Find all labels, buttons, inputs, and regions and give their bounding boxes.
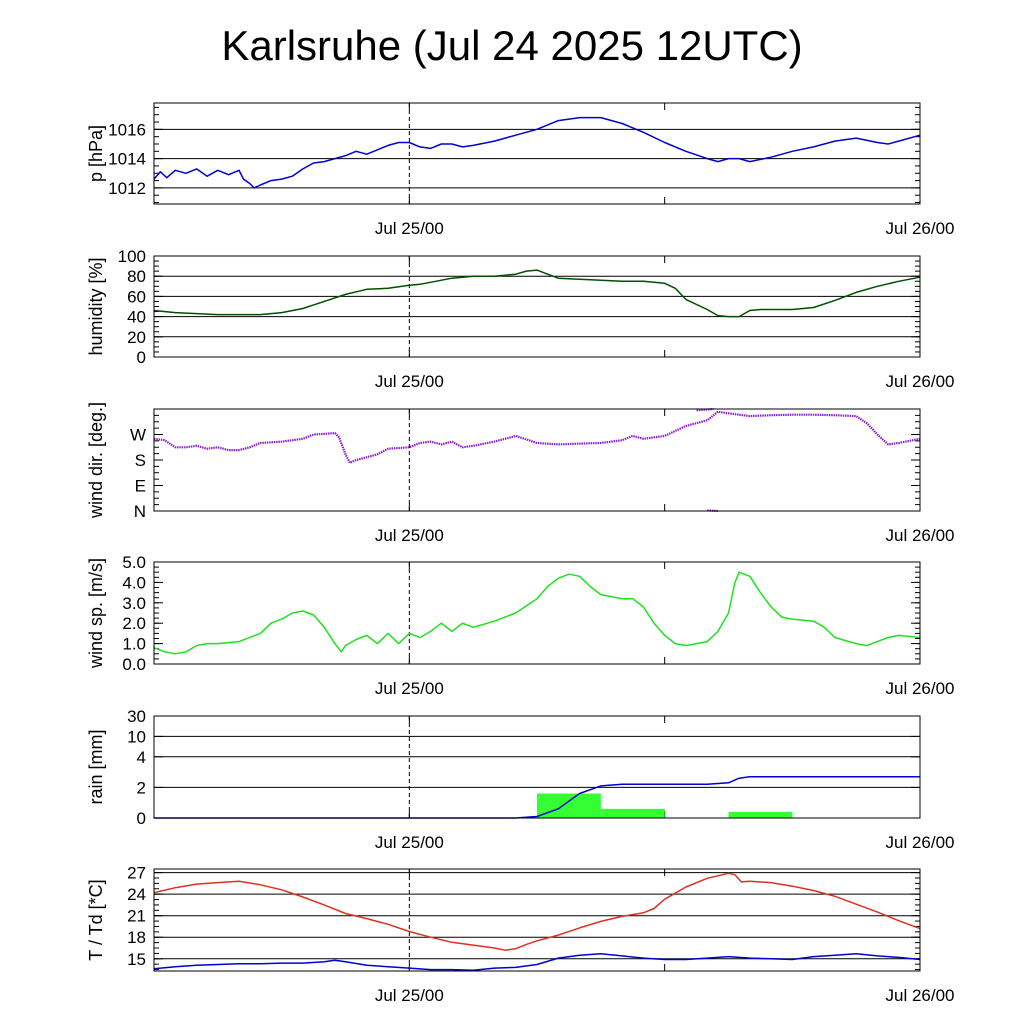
y-tick-label: 80 xyxy=(127,267,146,286)
y-tick-label: E xyxy=(135,477,146,496)
y-axis-label: rain [mm] xyxy=(86,729,106,804)
y-tick-label: 24 xyxy=(127,885,146,904)
y-tick-label: 0 xyxy=(137,809,146,828)
y-tick-label: 0 xyxy=(137,348,146,367)
y-tick-label: 20 xyxy=(127,328,146,347)
panel-temperature: 15 18 21 24 27 Jul 25/00 Jul 26/00 T / Td [*C] xyxy=(86,864,955,1005)
y-tick-label: 1.0 xyxy=(122,635,146,654)
x-tick-label: Jul 25/00 xyxy=(375,833,444,852)
y-tick-label: 15 xyxy=(127,950,146,969)
x-tick-label: Jul 25/00 xyxy=(375,372,444,391)
x-tick-label: Jul 26/00 xyxy=(886,986,955,1005)
rain-bar xyxy=(537,793,601,818)
x-tick-label: Jul 25/00 xyxy=(375,219,444,238)
y-axis-label: wind sp. [m/s] xyxy=(86,558,106,669)
series-line-accumulated xyxy=(154,775,920,819)
x-tick-label: Jul 26/00 xyxy=(886,833,955,852)
y-axis-label: humidity [%] xyxy=(86,257,106,355)
y-tick-label: 21 xyxy=(127,907,146,926)
plot-frame xyxy=(153,715,921,819)
y-axis-label: p [hPa] xyxy=(86,125,106,182)
y-tick-label: 60 xyxy=(127,287,146,306)
panel-wind-speed: 0.01.0 2.03.0 4.05.0 Jul 25/00 Jul 26/00 wind… xyxy=(86,553,955,698)
y-tick-label: 100 xyxy=(118,247,146,266)
plot-frame xyxy=(153,102,921,205)
plot-frame xyxy=(153,408,921,512)
x-tick-label: Jul 25/00 xyxy=(375,679,444,698)
y-tick-label: 1012 xyxy=(108,179,146,198)
panel-pressure: 1012 1014 1016 Jul 25/00 Jul 26/00 p [hPa] xyxy=(86,102,955,238)
rain-bar xyxy=(728,811,793,818)
y-tick-label: S xyxy=(135,451,146,470)
series-line xyxy=(153,571,921,655)
y-tick-label: 40 xyxy=(127,308,146,327)
x-tick-label: Jul 25/00 xyxy=(375,526,444,545)
y-tick-label: 2 xyxy=(137,778,146,797)
y-tick-label: 0.0 xyxy=(122,655,146,674)
series-line xyxy=(153,269,921,318)
y-tick-label: W xyxy=(130,426,146,445)
y-tick-label: 4.0 xyxy=(122,573,146,592)
rain-bar xyxy=(600,808,665,818)
y-axis-label: T / Td [*C] xyxy=(86,879,106,960)
y-tick-label: 2.0 xyxy=(122,614,146,633)
y-tick-label: 18 xyxy=(127,928,146,947)
y-tick-label: 30 xyxy=(127,707,146,726)
x-tick-label: Jul 26/00 xyxy=(886,526,955,545)
y-tick-label: 1016 xyxy=(108,120,146,139)
y-axis-label: wind dir. [deg.] xyxy=(86,402,106,519)
plot-frame xyxy=(153,561,921,665)
series-line xyxy=(153,116,921,189)
y-tick-label: 3.0 xyxy=(122,594,146,613)
x-tick-label: Jul 26/00 xyxy=(886,372,955,391)
y-tick-label: N xyxy=(134,502,146,521)
y-tick-label: 4 xyxy=(137,748,146,767)
series-line xyxy=(153,410,921,464)
y-tick-label: 1014 xyxy=(108,150,146,169)
plot-frame xyxy=(153,255,921,358)
plot-frame xyxy=(153,868,921,972)
y-tick-label: 27 xyxy=(127,864,146,883)
page-title: Karlsruhe (Jul 24 2025 12UTC) xyxy=(221,22,803,69)
series-line-td xyxy=(153,953,921,972)
x-tick-label: Jul 25/00 xyxy=(375,986,444,1005)
y-tick-label: 5.0 xyxy=(122,553,146,572)
series-line-t xyxy=(153,872,921,951)
x-tick-label: Jul 26/00 xyxy=(886,219,955,238)
x-tick-label: Jul 26/00 xyxy=(886,679,955,698)
y-tick-label: 10 xyxy=(127,727,146,746)
